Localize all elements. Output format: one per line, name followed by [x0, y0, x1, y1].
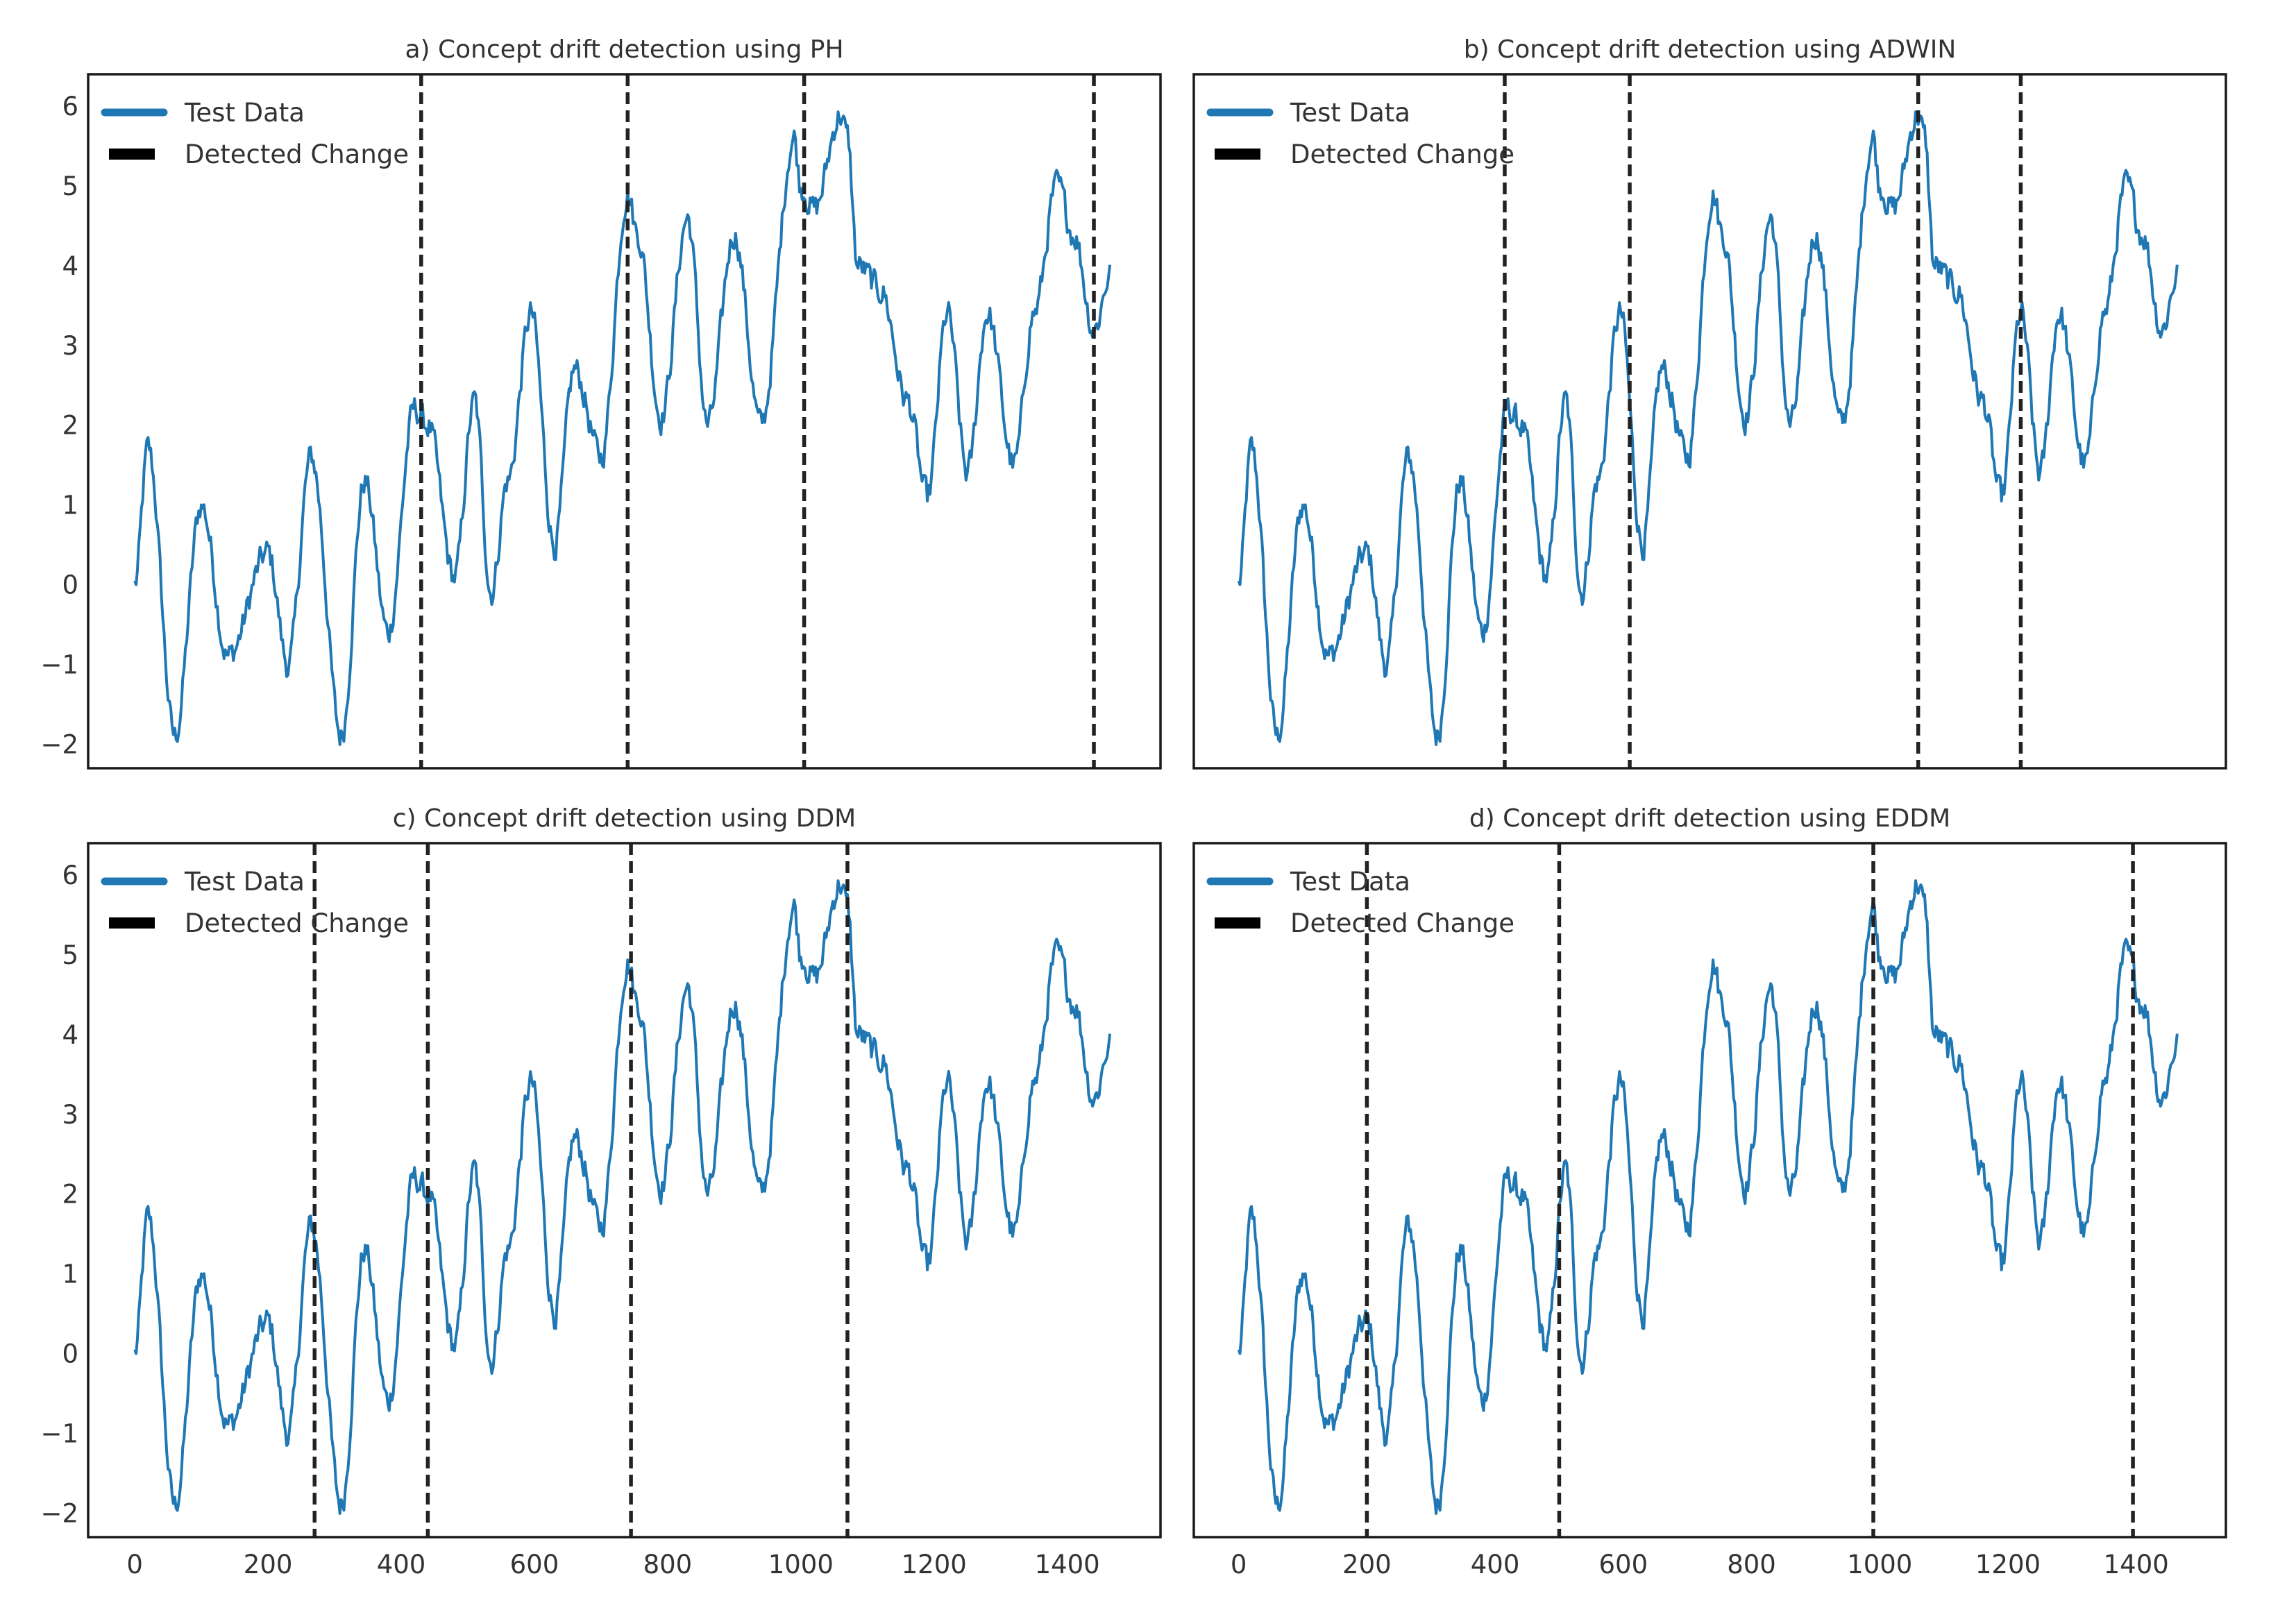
legend-swatch-detected-change — [1215, 917, 1260, 929]
legend-swatch-detected-change — [109, 917, 155, 929]
chart-panel-a: a) Concept drift detection using PH −2 −1 0… — [40, 35, 1162, 770]
x-tick-label: 1400 — [1035, 1550, 1100, 1579]
legend-label-detected-change: Detected Change — [1290, 908, 1514, 938]
x-tick-label: 600 — [1599, 1550, 1648, 1579]
x-tick-label: 400 — [1471, 1550, 1520, 1579]
legend-swatch-detected-change — [109, 149, 155, 160]
axes-frame — [87, 842, 1162, 1539]
y-tick-label: 3 — [62, 1100, 78, 1130]
y-tick-label: 5 — [62, 940, 78, 970]
x-tick-label: 1400 — [2104, 1550, 2169, 1579]
axes-frame — [1192, 842, 2227, 1539]
chart-panel-b: b) Concept drift detection using ADWIN Te… — [1192, 35, 2227, 770]
y-tick-label: 1 — [62, 491, 78, 520]
y-tick-label: −1 — [40, 650, 78, 680]
y-tick-label: 2 — [62, 1180, 78, 1210]
panel-title: a) Concept drift detection using PH — [405, 35, 843, 64]
y-tick-label: 2 — [62, 411, 78, 441]
x-tick-label: 1000 — [1847, 1550, 1912, 1579]
x-tick-label: 0 — [126, 1550, 143, 1579]
y-tick-label: 4 — [62, 251, 78, 281]
legend-label-detected-change: Detected Change — [1290, 139, 1514, 169]
legend-label-test-data: Test Data — [1290, 98, 1410, 128]
chart-panel-c: c) Concept drift detection using DDM −2 −1… — [40, 804, 1162, 1579]
data-line — [133, 110, 1112, 746]
legend-swatch-detected-change — [1215, 149, 1260, 160]
legend-label-test-data: Test Data — [1290, 867, 1410, 897]
chart-panel-d: d) Concept drift detection using EDDM 0 20… — [1192, 804, 2227, 1579]
y-tick-label: 6 — [62, 92, 78, 121]
x-tick-label: 600 — [510, 1550, 559, 1579]
legend-label-detected-change: Detected Change — [185, 908, 409, 938]
legend-label-test-data: Test Data — [184, 98, 305, 128]
panel-title: c) Concept drift detection using DDM — [393, 804, 856, 833]
data-line — [1237, 110, 2179, 746]
y-tick-label: 5 — [62, 171, 78, 201]
data-line — [133, 879, 1112, 1515]
x-tick-label: 1200 — [1975, 1550, 2041, 1579]
legend-label-test-data: Test Data — [184, 867, 305, 897]
x-tick-label: 200 — [244, 1550, 293, 1579]
axes-frame — [1192, 73, 2227, 770]
panel-title: d) Concept drift detection using EDDM — [1469, 804, 1950, 833]
x-tick-label: 800 — [1727, 1550, 1776, 1579]
y-tick-label: 0 — [62, 570, 78, 600]
x-tick-label: 0 — [1231, 1550, 1247, 1579]
x-tick-label: 400 — [377, 1550, 426, 1579]
y-tick-label: 6 — [62, 861, 78, 890]
y-tick-label: −2 — [40, 1499, 78, 1529]
x-tick-label: 1000 — [768, 1550, 834, 1579]
x-tick-label: 1200 — [902, 1550, 967, 1579]
axes-frame — [87, 73, 1162, 770]
y-tick-label: 1 — [62, 1260, 78, 1289]
y-tick-label: −2 — [40, 730, 78, 760]
legend-label-detected-change: Detected Change — [185, 139, 409, 169]
y-tick-label: −1 — [40, 1419, 78, 1449]
panel-title: b) Concept drift detection using ADWIN — [1464, 35, 1957, 64]
x-tick-label: 200 — [1342, 1550, 1392, 1579]
y-tick-label: 3 — [62, 331, 78, 361]
data-line — [1237, 879, 2179, 1515]
x-tick-label: 800 — [643, 1550, 693, 1579]
y-tick-label: 4 — [62, 1020, 78, 1050]
y-tick-label: 0 — [62, 1339, 78, 1369]
